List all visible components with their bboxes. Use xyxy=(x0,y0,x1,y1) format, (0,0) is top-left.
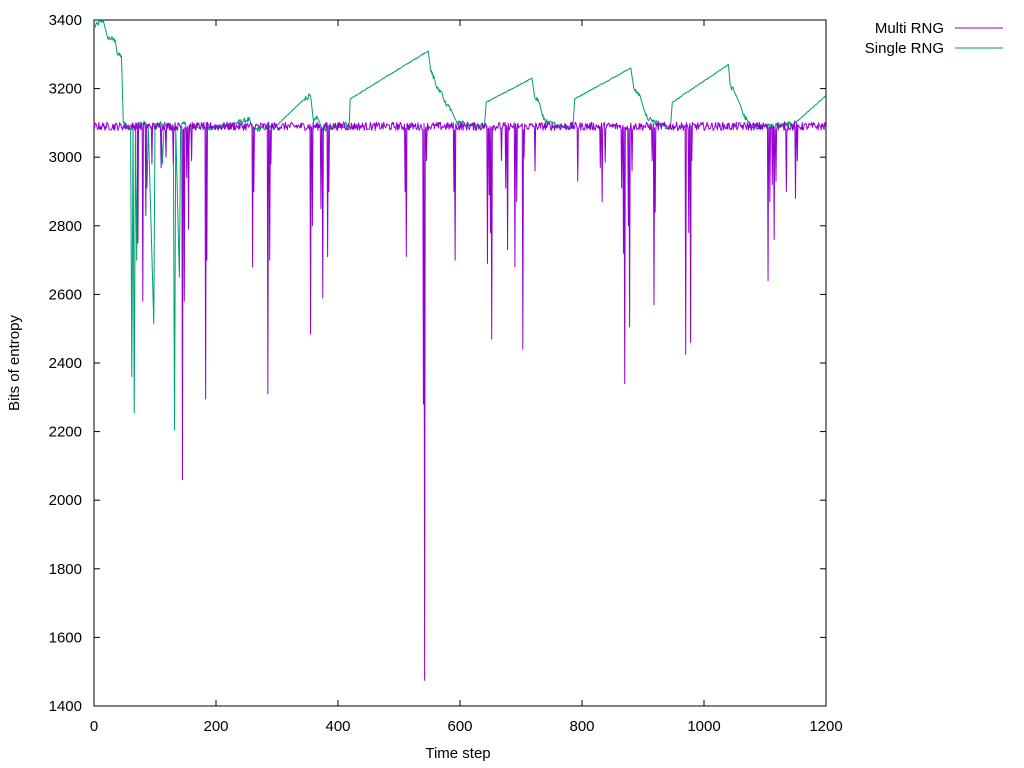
series-line-multi-rng xyxy=(93,121,827,681)
x-tick-label: 1200 xyxy=(809,718,842,735)
y-tick-label: 3200 xyxy=(49,81,82,98)
y-tick-label: 3000 xyxy=(49,149,82,166)
y-tick-label: 2800 xyxy=(49,218,82,235)
legend: Multi RNG Single RNG xyxy=(865,20,1003,57)
x-tick-label: 1000 xyxy=(687,718,720,735)
series-line-single-rng xyxy=(122,50,827,431)
series-line-single-rng xyxy=(93,18,124,123)
y-tick-label: 3400 xyxy=(49,12,82,29)
y-tick-label: 2000 xyxy=(49,492,82,509)
y-tick-label: 2400 xyxy=(49,355,82,372)
legend-label-single-rng: Single RNG xyxy=(865,40,944,57)
x-tick-label: 200 xyxy=(203,718,228,735)
y-tick-label: 1800 xyxy=(49,561,82,578)
y-axis-title: Bits of entropy xyxy=(6,315,23,411)
x-tick-label: 600 xyxy=(447,718,472,735)
x-axis-title: Time step xyxy=(425,745,490,762)
legend-label-multi-rng: Multi RNG xyxy=(875,20,944,37)
series-layer xyxy=(93,18,827,681)
x-tick-label: 400 xyxy=(325,718,350,735)
x-tick-label: 800 xyxy=(569,718,594,735)
axis-ticks: 0 200 400 600 800 1000 1200 1400 1600 1800 2000 220… xyxy=(49,12,843,735)
y-tick-label: 1600 xyxy=(49,629,82,646)
y-tick-label: 2200 xyxy=(49,424,82,441)
y-tick-label: 2600 xyxy=(49,286,82,303)
x-tick-label: 0 xyxy=(90,718,98,735)
y-tick-label: 1400 xyxy=(49,698,82,715)
